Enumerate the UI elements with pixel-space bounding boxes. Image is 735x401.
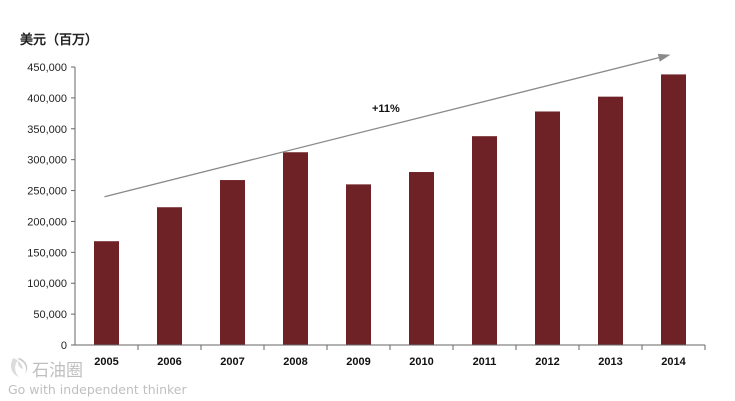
x-tick-label: 2011 <box>473 356 497 368</box>
y-tick-label: 150,000 <box>27 247 67 259</box>
bar-2011 <box>472 136 497 345</box>
y-tick-label: 100,000 <box>27 278 67 290</box>
bar-2010 <box>409 172 434 345</box>
y-tick-label: 250,000 <box>27 186 67 198</box>
trend-arrow <box>104 54 669 198</box>
x-axis-ticks: 2005 2006 2007 2008 2009 2010 2011 2012 2013 2014 <box>94 345 706 368</box>
x-tick-label: 2005 <box>94 356 118 368</box>
x-tick-label: 2006 <box>157 356 181 368</box>
bar-2009 <box>346 184 371 345</box>
y-tick-label: 300,000 <box>27 155 67 167</box>
y-tick-label: 0 <box>61 340 67 352</box>
y-tick-label: 400,000 <box>27 93 67 105</box>
watermark-logo-icon <box>11 358 28 377</box>
x-tick-label: 2009 <box>346 356 370 368</box>
growth-annotation: +11% <box>372 103 400 115</box>
trend-arrowhead <box>657 53 671 62</box>
watermark-name: 石油圈 <box>32 361 83 381</box>
y-tick-label: 50,000 <box>33 309 67 321</box>
bar-2014 <box>661 74 686 345</box>
y-axis-label: 美元（百万） <box>20 32 98 48</box>
watermark: 石油圈 Go with independent thinker <box>8 358 187 397</box>
bar-2006 <box>157 207 182 345</box>
x-tick-label: 2008 <box>283 356 307 368</box>
y-tick-label: 350,000 <box>27 124 67 136</box>
bars <box>94 74 686 345</box>
x-tick-label: 2010 <box>409 356 433 368</box>
bar-2008 <box>283 152 308 345</box>
y-tick-label: 450,000 <box>27 62 67 74</box>
bar-2005 <box>94 241 119 345</box>
bar-2007 <box>220 180 245 345</box>
x-tick-label: 2012 <box>535 356 559 368</box>
x-tick-label: 2014 <box>661 356 686 368</box>
watermark-slogan: Go with independent thinker <box>8 382 187 397</box>
y-tick-label: 200,000 <box>27 216 67 228</box>
x-tick-label: 2007 <box>220 356 244 368</box>
bar-2012 <box>535 111 560 345</box>
bar-2013 <box>598 96 623 345</box>
y-axis-ticks: 0 50,000 100,000 150,000 200,000 250,000 300,0… <box>27 62 75 352</box>
x-tick-label: 2013 <box>598 356 622 368</box>
